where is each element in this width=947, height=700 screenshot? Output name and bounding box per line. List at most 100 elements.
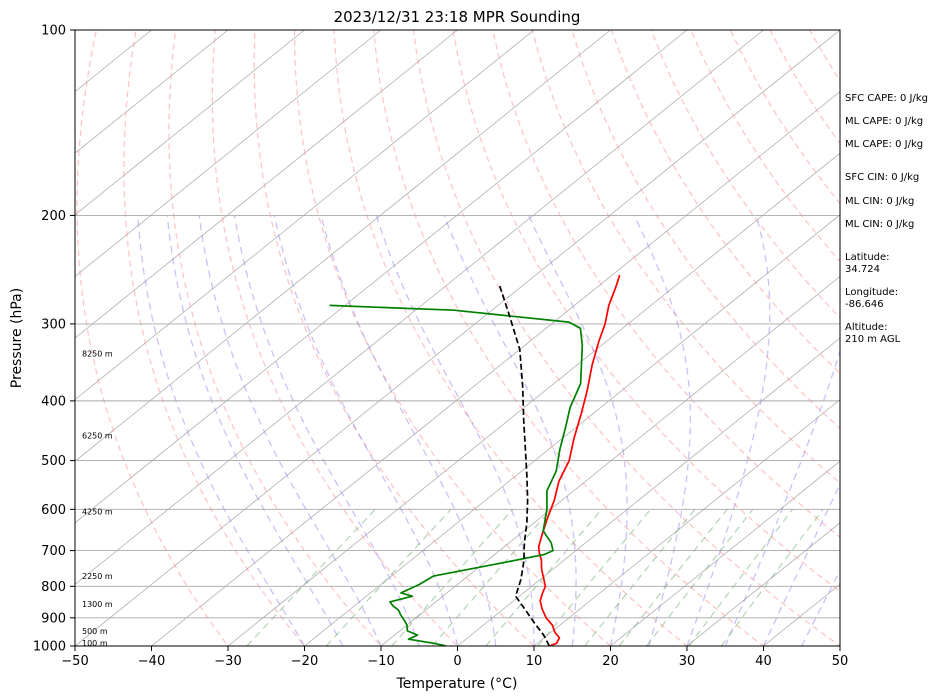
y-tick-label: 900 [41,611,66,626]
isotherm-line [457,337,840,646]
moist-adiabat [273,215,459,646]
dry-adiabat [211,30,459,646]
isotherm-line [686,522,840,646]
moist-adiabat [166,215,344,646]
dry-adiabat [76,30,229,646]
y-tick-label: 1000 [33,640,66,655]
x-tick-label: −10 [367,654,394,669]
y-tick-label: 600 [41,503,66,518]
y-tick-label: 400 [41,394,66,409]
y-axis-label: Pressure (hPa) [9,288,25,388]
dry-adiabat [253,30,535,646]
y-tick-label: 700 [41,544,66,559]
y-tick-label: 100 [41,24,66,39]
x-axis-label: Temperature (°C) [396,676,518,692]
altitude-stat: Altitude: 210 m AGL [845,322,901,345]
mixing-ratio-line [391,508,514,646]
dry-adiabat [929,30,947,659]
mixing-ratio-line [688,508,794,646]
moist-adiabat [233,215,420,646]
ml-cape-stat: ML CAPE: 0 J/kg [845,116,924,127]
mixing-ratio-line [537,508,652,646]
isotherm-line [151,91,840,646]
longitude-stat: Longitude: -86.646 [845,287,899,310]
moist-adiabat [762,482,840,646]
dry-adiabat [492,30,840,538]
dry-adiabat [571,30,840,430]
height-label: 6250 m [82,431,113,440]
parcel-path [498,285,551,646]
sfc-cin-stat: SFC CIN: 0 J/kg [845,172,920,183]
x-tick-label: 50 [832,654,849,669]
isotherm-line [75,30,535,401]
dry-adiabat [610,30,840,375]
x-tick-label: 30 [679,654,696,669]
isotherm-line [75,30,229,154]
dry-adiabat [650,30,840,319]
background-lines [75,30,947,659]
height-label: 8250 m [82,349,113,358]
x-tick-label: 20 [602,654,619,669]
isotherm-line [227,152,840,646]
y-axis: 1000 900 800 700 600 500 400 300 200 100 [33,24,75,655]
isobar-grid [75,214,840,619]
chart-title: 2023/12/31 23:18 MPR Sounding [334,8,581,26]
isotherm-line [75,30,611,462]
isotherm-line [533,399,840,646]
dry-adiabat [293,30,612,646]
mixing-ratio-line [326,508,452,646]
sfc-cape-stat: SFC CAPE: 0 J/kg [845,93,928,104]
temperature-profile [537,274,621,646]
ml-cin-stat-2: ML CIN: 0 J/kg [845,219,915,230]
height-label: 2250 m [82,572,113,581]
x-tick-label: −40 [138,654,165,669]
x-tick-label: 10 [526,654,543,669]
dry-adiabat [123,30,306,646]
isotherm-line [304,214,840,646]
isotherm-line [75,30,305,216]
dry-adiabat [333,30,688,646]
dry-adiabat [452,30,840,593]
x-tick-label: 40 [755,654,772,669]
moist-adiabat [320,215,497,646]
dry-adiabat [531,30,840,484]
isotherm-line [75,30,688,524]
height-label: 1300 m [82,600,113,609]
isotherm-line [75,30,458,339]
x-tick-label: −20 [291,654,318,669]
moist-adiabat [198,215,382,646]
y-tick-label: 800 [41,580,66,595]
height-label: 500 m [82,627,108,636]
dry-adiabat [412,30,840,646]
moist-adiabat [137,215,306,646]
x-axis: −50 −40 −30 −20 −10 0 10 20 30 40 50 [61,646,848,669]
moist-adiabat [443,215,577,646]
moist-adiabat [801,569,840,646]
moist-adiabat [686,215,771,646]
y-tick-label: 200 [41,209,66,224]
ml-cin-stat: ML CIN: 0 J/kg [845,196,915,207]
isotherm-line [75,30,840,646]
mixing-ratio-line [431,508,552,646]
dewpoint-profile [329,304,584,646]
moist-adiabat [724,349,840,646]
moist-adiabat [375,215,535,646]
x-tick-label: 0 [453,654,461,669]
height-label: 4250 m [82,508,113,517]
moist-adiabat [633,215,691,646]
height-labels: 100 m 500 m 1300 m 2250 m 4250 m 6250 m 8250 m [82,349,113,647]
isotherm-line [75,30,764,585]
isotherm-line [380,275,840,646]
profile-lines [329,274,621,646]
height-label: 100 m [82,639,108,648]
isotherm-line [610,460,840,646]
x-tick-label: −30 [214,654,241,669]
y-tick-label: 300 [41,317,66,332]
ml-cape-stat-2: ML CAPE: 0 J/kg [845,139,924,150]
x-tick-label: −50 [61,654,88,669]
dry-adiabat [373,30,765,646]
latitude-stat: Latitude: 34.724 [845,252,890,275]
dry-adiabat [168,30,382,646]
y-tick-label: 500 [41,454,66,469]
